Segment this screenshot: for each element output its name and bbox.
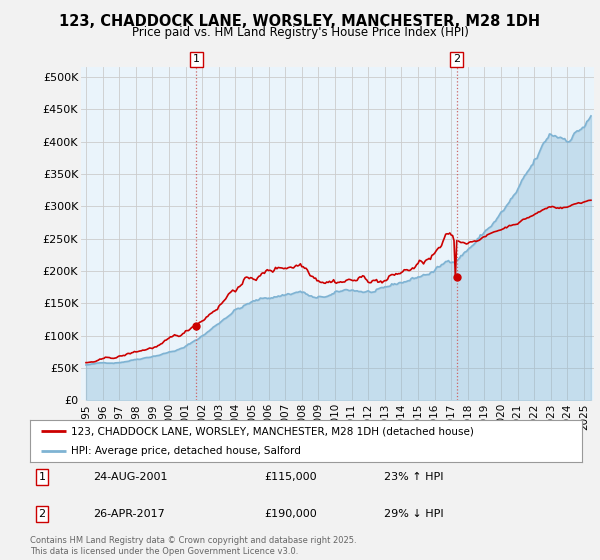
Text: 24-AUG-2001: 24-AUG-2001	[93, 472, 167, 482]
Text: Contains HM Land Registry data © Crown copyright and database right 2025.
This d: Contains HM Land Registry data © Crown c…	[30, 536, 356, 556]
Text: HPI: Average price, detached house, Salford: HPI: Average price, detached house, Salf…	[71, 446, 301, 456]
Text: 1: 1	[38, 472, 46, 482]
Text: Price paid vs. HM Land Registry's House Price Index (HPI): Price paid vs. HM Land Registry's House …	[131, 26, 469, 39]
Text: 23% ↑ HPI: 23% ↑ HPI	[384, 472, 443, 482]
Text: 1: 1	[193, 54, 200, 64]
Text: £190,000: £190,000	[264, 509, 317, 519]
Text: 123, CHADDOCK LANE, WORSLEY, MANCHESTER, M28 1DH (detached house): 123, CHADDOCK LANE, WORSLEY, MANCHESTER,…	[71, 426, 474, 436]
Text: 2: 2	[38, 509, 46, 519]
Text: 123, CHADDOCK LANE, WORSLEY, MANCHESTER, M28 1DH: 123, CHADDOCK LANE, WORSLEY, MANCHESTER,…	[59, 14, 541, 29]
Text: £115,000: £115,000	[264, 472, 317, 482]
Text: 29% ↓ HPI: 29% ↓ HPI	[384, 509, 443, 519]
Text: 2: 2	[453, 54, 460, 64]
Text: 26-APR-2017: 26-APR-2017	[93, 509, 165, 519]
